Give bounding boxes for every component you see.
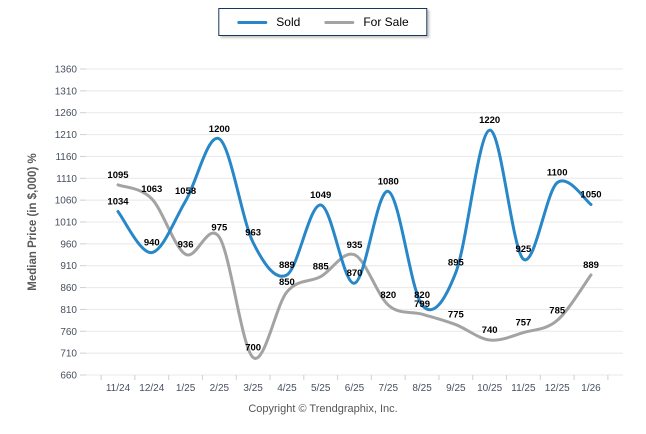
svg-text:799: 799	[414, 299, 430, 310]
svg-text:936: 936	[178, 239, 194, 250]
svg-text:12/24: 12/24	[139, 383, 164, 394]
svg-text:1100: 1100	[547, 168, 568, 179]
svg-text:1095: 1095	[107, 170, 129, 181]
svg-text:895: 895	[448, 257, 465, 268]
svg-text:9/25: 9/25	[446, 383, 466, 394]
svg-text:1160: 1160	[55, 152, 77, 163]
median-price-line-chart: Median Price (in $,000) % 660 710 760 810 86…	[27, 65, 623, 394]
svg-text:1110: 1110	[56, 174, 77, 185]
svg-text:775: 775	[448, 310, 465, 321]
y-axis-title: Median Price (in $,000) %	[27, 153, 39, 290]
legend-item-sold: Sold	[237, 16, 300, 28]
svg-text:910: 910	[60, 261, 77, 272]
svg-text:1080: 1080	[378, 176, 399, 187]
svg-text:885: 885	[313, 262, 330, 273]
svg-text:960: 960	[60, 239, 77, 250]
copyright: Copyright © Trendgraphix, Inc.	[248, 403, 398, 415]
svg-text:11/24: 11/24	[106, 383, 131, 394]
svg-text:1050: 1050	[580, 190, 601, 201]
svg-text:8/25: 8/25	[412, 383, 432, 394]
svg-text:1063: 1063	[141, 184, 162, 195]
svg-text:700: 700	[245, 343, 261, 354]
svg-text:1360: 1360	[55, 65, 78, 76]
svg-text:7/25: 7/25	[379, 383, 399, 394]
svg-text:1010: 1010	[55, 218, 78, 229]
svg-text:740: 740	[482, 325, 498, 336]
svg-text:935: 935	[347, 240, 364, 251]
legend: Sold For Sale	[218, 8, 428, 36]
svg-text:1210: 1210	[55, 130, 78, 141]
svg-text:889: 889	[279, 260, 295, 271]
for-sale-line-swatch	[324, 20, 355, 24]
svg-text:760: 760	[60, 327, 77, 338]
svg-text:660: 660	[60, 371, 77, 382]
sold-line-swatch	[237, 20, 268, 24]
svg-text:710: 710	[60, 349, 77, 360]
legend-item-for-sale: For Sale	[324, 15, 409, 29]
svg-text:820: 820	[380, 290, 396, 301]
svg-text:5/25: 5/25	[311, 383, 331, 394]
svg-text:860: 860	[60, 283, 77, 294]
svg-text:1260: 1260	[55, 108, 78, 119]
svg-text:1/25: 1/25	[176, 383, 196, 394]
svg-text:4/25: 4/25	[277, 383, 297, 394]
svg-text:925: 925	[515, 244, 532, 255]
svg-text:1220: 1220	[479, 115, 500, 126]
svg-text:1034: 1034	[107, 197, 129, 208]
svg-text:1060: 1060	[55, 196, 78, 207]
svg-text:940: 940	[144, 238, 160, 249]
svg-text:757: 757	[515, 318, 531, 329]
plot-area: 660 710 760 810 860 910 960 1010 1060 1110 1160 121…	[55, 65, 623, 394]
svg-text:785: 785	[549, 305, 566, 316]
svg-text:870: 870	[347, 268, 363, 279]
svg-text:3/25: 3/25	[243, 383, 263, 394]
svg-text:11/25: 11/25	[511, 383, 536, 394]
svg-text:963: 963	[245, 228, 261, 239]
svg-text:1200: 1200	[209, 124, 230, 135]
svg-text:850: 850	[279, 277, 295, 288]
svg-text:2/25: 2/25	[210, 383, 230, 394]
svg-text:820: 820	[414, 290, 430, 301]
svg-text:1/26: 1/26	[581, 383, 601, 394]
legend-label-for-sale: For Sale	[363, 15, 409, 29]
svg-text:810: 810	[60, 305, 77, 316]
svg-text:12/25: 12/25	[545, 383, 570, 394]
svg-text:889: 889	[583, 260, 599, 271]
svg-text:975: 975	[211, 222, 228, 233]
svg-text:1058: 1058	[175, 186, 196, 197]
legend-label-sold: Sold	[276, 15, 301, 29]
svg-text:1310: 1310	[55, 86, 78, 97]
svg-text:10/25: 10/25	[477, 383, 502, 394]
svg-text:1049: 1049	[310, 190, 331, 201]
svg-text:6/25: 6/25	[345, 383, 365, 394]
